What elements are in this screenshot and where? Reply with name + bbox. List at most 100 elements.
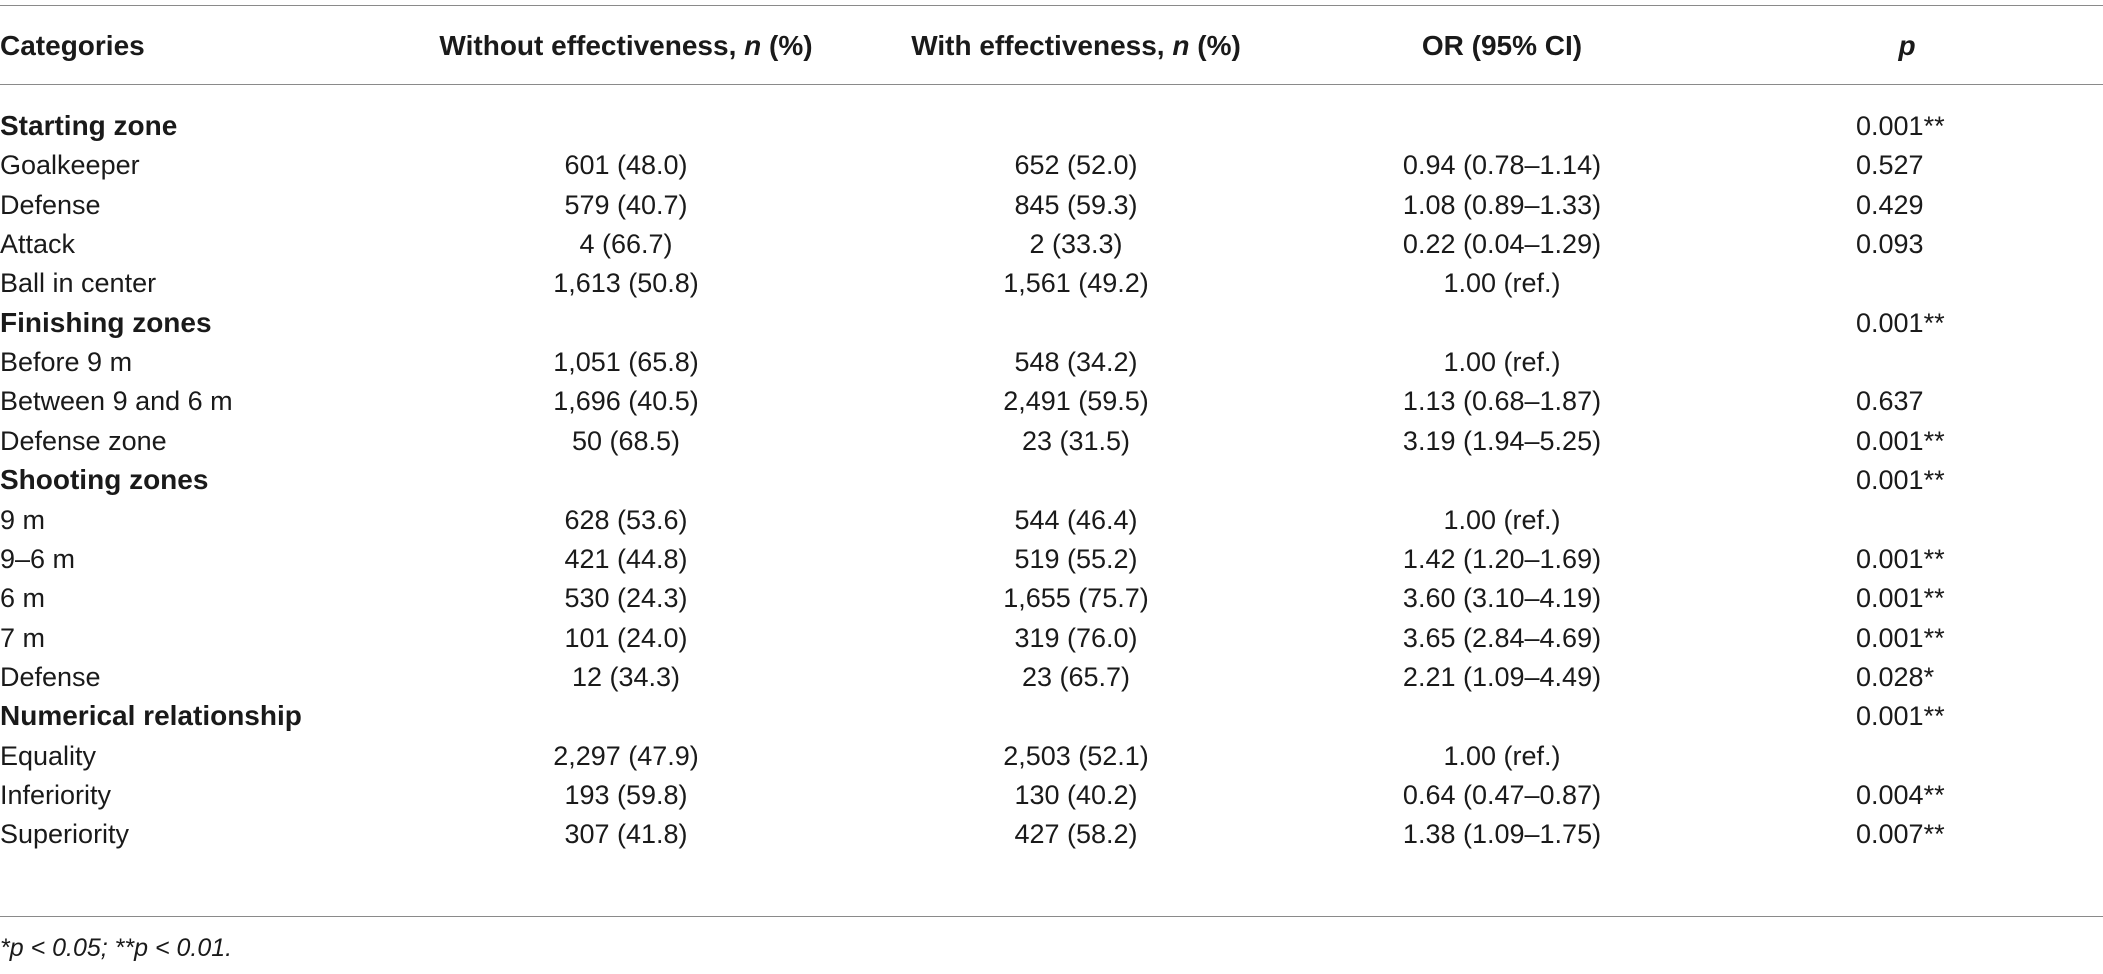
row-label: Defense [0, 189, 101, 220]
with-value: 23 (31.5) [1021, 425, 1131, 456]
table-row: Ball in center 1,613 (50.8) 1,561 (49.2) 1.… [0, 263, 2103, 303]
row-label: Before 9 m [0, 347, 133, 378]
with-value: 845 (59.3) [1014, 189, 1138, 220]
without-value: 2,297 (47.9) [553, 740, 699, 771]
p-value: 0.004** [1856, 779, 1945, 810]
with-value: 519 (55.2) [1014, 543, 1138, 574]
table-row: 6 m 530 (24.3) 1,655 (75.7) 3.60 (3.10–4.19… [0, 578, 2103, 618]
header-without-effectiveness: Without effectiveness, n (%) [439, 30, 813, 61]
without-value: 12 (34.3) [571, 661, 681, 692]
table-row: Defense zone 50 (68.5) 23 (31.5) 3.19 (1.94… [0, 421, 2103, 461]
with-value: 2 (33.3) [1029, 229, 1123, 260]
without-value: 421 (44.8) [564, 543, 688, 574]
without-value: 4 (66.7) [579, 229, 673, 260]
row-label: Defense zone [0, 425, 167, 456]
or-value: 1.00 (ref.) [1443, 347, 1561, 378]
section-header-row: Finishing zones 0.001** [0, 303, 2103, 343]
with-value: 319 (76.0) [1014, 622, 1138, 653]
without-value: 50 (68.5) [571, 425, 681, 456]
p-value: 0.007** [1856, 819, 1945, 850]
or-value: 1.00 (ref.) [1443, 740, 1561, 771]
table-header-rule [0, 84, 2103, 85]
without-value: 307 (41.8) [564, 819, 688, 850]
with-value: 2,503 (52.1) [1003, 740, 1149, 771]
table-row: Defense 579 (40.7) 845 (59.3) 1.08 (0.89–1.… [0, 185, 2103, 225]
without-value: 1,613 (50.8) [553, 268, 699, 299]
header-odds-ratio: OR (95% CI) [1421, 30, 1583, 61]
table-bottom-rule [0, 916, 2103, 917]
row-label: Attack [0, 229, 76, 260]
p-value: 0.001** [1856, 583, 1945, 614]
without-value: 628 (53.6) [564, 504, 688, 535]
table-row: 9–6 m 421 (44.8) 519 (55.2) 1.42 (1.20–1.69… [0, 539, 2103, 579]
row-label: Finishing zones [0, 306, 212, 338]
without-value: 579 (40.7) [564, 189, 688, 220]
or-value: 3.60 (3.10–4.19) [1402, 583, 1602, 614]
p-value: 0.001** [1856, 111, 1945, 141]
row-label: Goalkeeper [0, 150, 140, 181]
table-header-row: Categories Without effectiveness, n (%) … [0, 26, 2103, 66]
with-value: 130 (40.2) [1014, 779, 1138, 810]
without-value: 601 (48.0) [564, 150, 688, 181]
or-value: 2.21 (1.09–4.49) [1402, 661, 1602, 692]
table-row: Before 9 m 1,051 (65.8) 548 (34.2) 1.00 (re… [0, 342, 2103, 382]
p-value: 0.093 [1856, 229, 1924, 260]
table-row: 9 m 628 (53.6) 544 (46.4) 1.00 (ref.) [0, 500, 2103, 540]
with-value: 1,561 (49.2) [1003, 268, 1149, 299]
table-row: Superiority 307 (41.8) 427 (58.2) 1.38 (1.0… [0, 814, 2103, 854]
with-value: 544 (46.4) [1014, 504, 1138, 535]
or-value: 1.00 (ref.) [1443, 504, 1561, 535]
row-label: Inferiority [0, 779, 112, 810]
p-value: 0.429 [1856, 189, 1924, 220]
row-label: Between 9 and 6 m [0, 386, 233, 417]
without-value: 101 (24.0) [564, 622, 688, 653]
or-value: 1.08 (0.89–1.33) [1402, 189, 1602, 220]
with-value: 2,491 (59.5) [1003, 386, 1149, 417]
table-row: Inferiority 193 (59.8) 130 (40.2) 0.64 (0.4… [0, 775, 2103, 815]
or-value: 1.00 (ref.) [1443, 268, 1561, 299]
table-row: 7 m 101 (24.0) 319 (76.0) 3.65 (2.84–4.69) 0… [0, 618, 2103, 658]
p-value: 0.001** [1856, 622, 1945, 653]
row-label: 7 m [0, 622, 46, 653]
or-value: 1.38 (1.09–1.75) [1402, 819, 1602, 850]
or-value: 1.42 (1.20–1.69) [1402, 543, 1602, 574]
row-label: 6 m [0, 583, 46, 614]
p-value: 0.001** [1856, 307, 1945, 338]
without-value: 530 (24.3) [564, 583, 688, 614]
table-top-rule [0, 5, 2103, 6]
header-categories: Categories [0, 30, 145, 61]
with-value: 1,655 (75.7) [1003, 583, 1149, 614]
p-value: 0.001** [1856, 425, 1945, 456]
or-value: 3.19 (1.94–5.25) [1402, 425, 1602, 456]
or-value: 1.13 (0.68–1.87) [1402, 386, 1602, 417]
row-label: 9 m [0, 504, 46, 535]
without-value: 1,696 (40.5) [553, 386, 699, 417]
or-value: 0.22 (0.04–1.29) [1402, 229, 1602, 260]
p-value: 0.637 [1856, 386, 1924, 417]
row-label: Numerical relationship [0, 700, 302, 732]
or-value: 0.64 (0.47–0.87) [1402, 779, 1602, 810]
table-row: Between 9 and 6 m 1,696 (40.5) 2,491 (59.5… [0, 381, 2103, 421]
without-value: 1,051 (65.8) [553, 347, 699, 378]
or-value: 0.94 (0.78–1.14) [1402, 150, 1602, 181]
row-label: Superiority [0, 819, 130, 850]
section-header-row: Starting zone 0.001** [0, 106, 2103, 146]
with-value: 427 (58.2) [1014, 819, 1138, 850]
p-value: 0.001** [1856, 465, 1945, 496]
section-header-row: Shooting zones 0.001** [0, 460, 2103, 500]
row-label: Ball in center [0, 268, 157, 299]
row-label: Shooting zones [0, 464, 209, 496]
p-value: 0.001** [1856, 543, 1945, 574]
row-label: Starting zone [0, 110, 178, 141]
with-value: 652 (52.0) [1014, 150, 1138, 181]
without-value: 193 (59.8) [564, 779, 688, 810]
with-value: 23 (65.7) [1021, 661, 1131, 692]
header-p-value: p [1898, 30, 1916, 61]
table-row: Equality 2,297 (47.9) 2,503 (52.1) 1.00 (re… [0, 736, 2103, 776]
row-label: Equality [0, 740, 97, 771]
row-label: Defense [0, 661, 101, 692]
header-with-effectiveness: With effectiveness, n (%) [911, 30, 1241, 61]
p-value: 0.028* [1856, 661, 1935, 692]
table-row: Defense 12 (34.3) 23 (65.7) 2.21 (1.09–4.49… [0, 657, 2103, 697]
p-value: 0.001** [1856, 701, 1945, 732]
